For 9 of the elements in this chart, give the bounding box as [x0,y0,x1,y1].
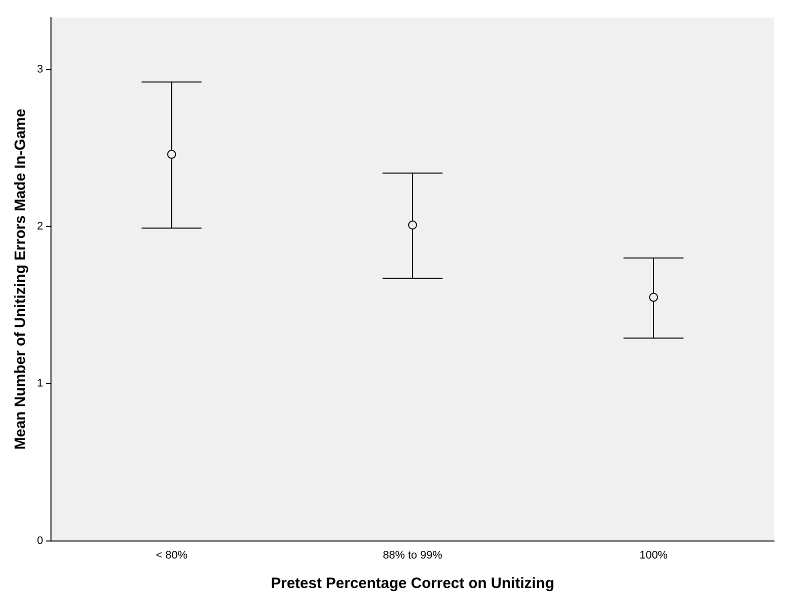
y-tick-label: 3 [36,63,44,76]
y-tick-label: 2 [36,220,44,233]
y-axis-title: Mean Number of Unitizing Errors Made In-Game [12,108,30,450]
x-tick-label: < 80% [156,549,188,562]
x-tick-label: 88% to 99% [382,549,442,562]
x-axis-title: Pretest Percentage Correct on Unitizing [270,575,554,592]
y-tick-label: 0 [36,534,44,547]
x-tick-label: 100% [639,549,668,562]
y-tick-label: 1 [36,378,44,390]
